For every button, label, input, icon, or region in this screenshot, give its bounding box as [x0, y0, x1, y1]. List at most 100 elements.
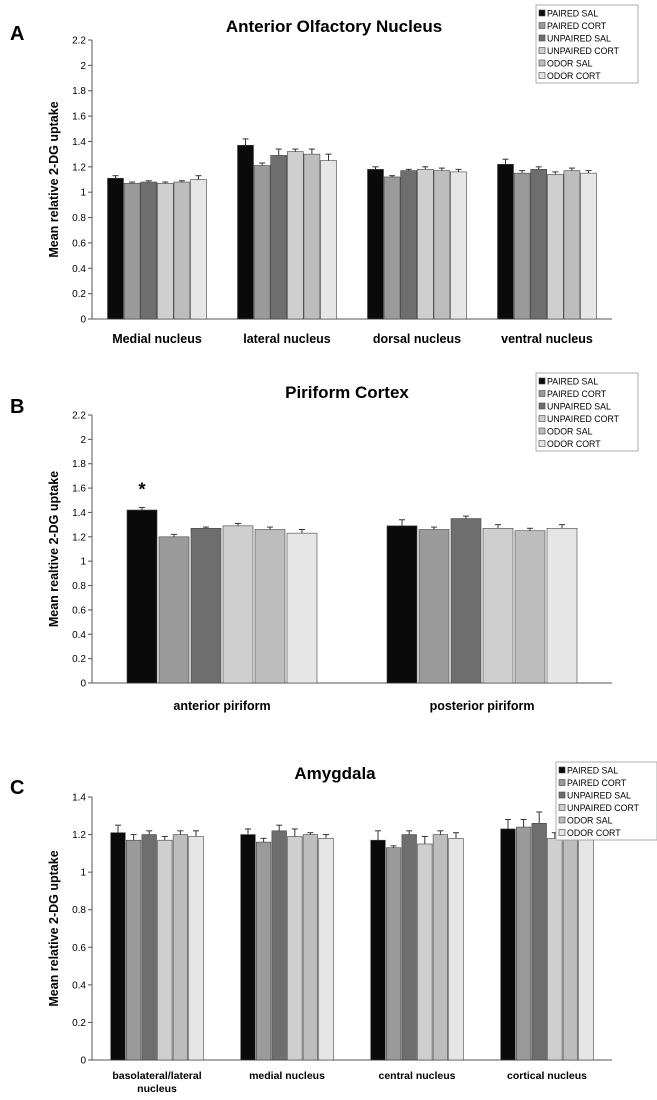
bar	[173, 181, 191, 320]
y-tick-label: 2.2	[72, 36, 86, 47]
bar	[110, 832, 126, 1061]
chart-title: Anterior Olfactory Nucleus	[226, 17, 442, 36]
chart-panel-c: C Amygdala 0 0.2 0.4 0.6 0.8 1 1.2 1.4 Mean relati…	[10, 761, 657, 1095]
legend-label: UNPAIRED CORT	[547, 414, 620, 424]
bar	[157, 839, 173, 1061]
bar	[271, 830, 287, 1061]
y-axis-label: Mean relative 2-DG uptake	[47, 101, 61, 257]
legend-swatch	[538, 9, 546, 17]
x-category-label: nucleus	[137, 1083, 177, 1095]
y-tick-label: 1.4	[72, 137, 86, 148]
legend-label: PAIRED CORT	[547, 389, 607, 399]
y-tick-label: 1.8	[72, 86, 86, 97]
bar	[562, 834, 578, 1061]
y-tick-label: 1.2	[72, 162, 86, 173]
legend-swatch	[538, 415, 546, 422]
y-tick-label: 1	[80, 188, 86, 199]
bar	[450, 171, 467, 320]
bar	[302, 834, 319, 1061]
y-tick-label: 1.2	[72, 532, 86, 543]
bar	[320, 160, 337, 320]
bar	[546, 527, 578, 684]
bar	[158, 536, 190, 684]
legend-box	[535, 372, 639, 452]
bar	[318, 838, 334, 1061]
legend-label: ODOR CORT	[567, 828, 621, 838]
legend-label: PAIRED SAL	[547, 9, 598, 19]
y-tick-label: 0.2	[72, 289, 86, 300]
bar	[126, 839, 142, 1061]
legend-label: ODOR CORT	[547, 71, 601, 81]
bar	[140, 181, 157, 320]
chart-title: Amygdala	[294, 764, 376, 783]
chart-panel-b: B Piriform Cortex 0 0.2 0.4 0.6 0.8 1 1.2 1.4 1.6 1…	[10, 372, 639, 713]
panel-letter: C	[10, 777, 24, 799]
y-tick-label: 1.8	[72, 459, 86, 470]
y-tick-label: 0	[80, 1056, 86, 1067]
y-tick-label: 0.8	[72, 905, 86, 916]
legend-swatch	[558, 779, 566, 786]
legend-swatch	[538, 59, 546, 67]
bar	[578, 832, 594, 1061]
bar	[240, 834, 256, 1061]
x-category-label: ventral nucleus	[501, 332, 593, 346]
y-tick-label: 2	[80, 435, 86, 446]
y-tick-label: 0.6	[72, 238, 86, 249]
bar	[482, 527, 514, 684]
bar	[497, 163, 514, 320]
y-tick-label: 0.4	[72, 980, 86, 991]
bar	[416, 169, 434, 320]
bar	[418, 529, 450, 684]
x-category-label: Medial nucleus	[112, 332, 202, 346]
legend-label: UNPAIRED CORT	[547, 46, 620, 56]
legend-label: PAIRED CORT	[567, 778, 627, 788]
legend-label: PAIRED SAL	[567, 766, 618, 776]
bar	[222, 525, 254, 684]
legend-label: UNPAIRED CORT	[567, 803, 640, 813]
bar	[370, 839, 386, 1061]
bar	[123, 183, 141, 320]
bar	[448, 838, 464, 1061]
bar	[433, 170, 451, 320]
legend-swatch	[538, 377, 546, 385]
y-axis-label: Mean relative 2-DG uptake	[47, 850, 61, 1006]
x-category-label: anterior piriform	[173, 699, 270, 713]
legend: PAIRED SAL PAIRED CORT UNPAIRED SAL UNPAIRE…	[535, 372, 639, 452]
legend-swatch	[538, 427, 546, 435]
panel-letter: A	[10, 23, 24, 45]
bar	[531, 822, 547, 1061]
y-tick-label: 0.6	[72, 605, 86, 616]
legend-label: ODOR CORT	[547, 439, 601, 449]
legend-label: ODOR SAL	[547, 427, 593, 437]
legend-swatch	[558, 766, 566, 774]
bar	[514, 530, 546, 684]
bar	[563, 170, 581, 320]
bar	[141, 834, 157, 1061]
bar	[188, 836, 204, 1061]
y-tick-label: 0.6	[72, 943, 86, 954]
legend-swatch	[558, 791, 566, 799]
legend-label: ODOR SAL	[547, 59, 593, 69]
y-tick-label: 0.4	[72, 630, 86, 641]
y-tick-label: 0	[80, 679, 86, 690]
bar	[107, 177, 124, 320]
legend-swatch	[538, 440, 546, 447]
legend-label: ODOR SAL	[567, 816, 613, 826]
legend-swatch	[538, 402, 546, 410]
legend-swatch	[538, 22, 546, 29]
legend: PAIRED SAL PAIRED CORT UNPAIRED SAL UNPAIRE…	[555, 761, 657, 841]
legend-swatch	[538, 47, 546, 54]
y-tick-label: 0.2	[72, 654, 86, 665]
bar	[400, 170, 418, 320]
legend-label: UNPAIRED SAL	[547, 34, 611, 44]
bar	[513, 172, 531, 320]
bar	[172, 834, 189, 1061]
bar	[286, 532, 318, 684]
legend-box	[555, 761, 657, 841]
y-tick-label: 1	[80, 868, 86, 879]
bar	[237, 144, 254, 320]
legend-label: UNPAIRED SAL	[547, 402, 611, 412]
y-tick-label: 1	[80, 557, 86, 568]
bar	[254, 529, 286, 684]
bar	[386, 525, 418, 684]
